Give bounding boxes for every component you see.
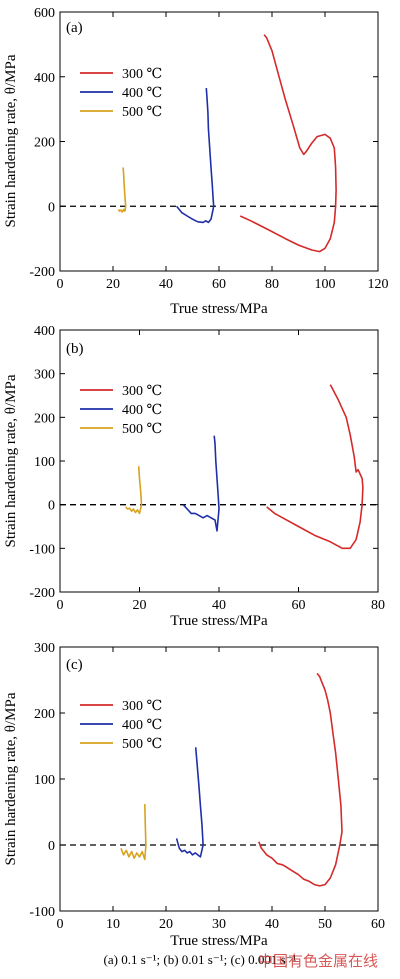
y-tick-label: -200	[29, 265, 55, 280]
plot-frame	[59, 329, 379, 593]
y-axis-label: Strain hardening rate, θ/MPa	[3, 692, 19, 865]
y-tick-label: -200	[29, 586, 55, 601]
legend-label: 300 ℃	[122, 384, 162, 399]
x-tick-label: 60	[371, 917, 385, 932]
panel-label: (c)	[66, 657, 83, 673]
legend-label: 500 ℃	[122, 422, 162, 437]
x-tick-label: 0	[57, 277, 64, 292]
series-line-2	[175, 88, 215, 224]
watermark: 中国有色金属在线	[258, 952, 379, 970]
plot-frame	[59, 11, 379, 272]
figure-caption: (a) 0.1 s⁻¹; (b) 0.01 s⁻¹; (c) 0.001 s⁻¹	[0, 952, 400, 968]
y-tick-label: 100	[34, 773, 55, 788]
x-tick-label: 60	[212, 277, 226, 292]
x-tick-label: 0	[57, 917, 64, 932]
plot-frame	[59, 646, 379, 912]
y-tick-label: 400	[34, 324, 55, 339]
x-tick-label: 50	[318, 917, 332, 932]
y-tick-label: 200	[34, 411, 55, 426]
y-tick-label: 300	[34, 368, 55, 383]
legend-label: 400 ℃	[122, 403, 162, 418]
x-axis-label: True stress/MPa	[170, 301, 268, 317]
series-line-2	[175, 747, 204, 858]
x-tick-label: 40	[212, 598, 226, 613]
legend-label: 400 ℃	[122, 86, 162, 101]
legend-label: 500 ℃	[122, 105, 162, 120]
x-tick-label: 80	[265, 277, 279, 292]
panel-label: (a)	[66, 20, 83, 36]
x-tick-label: 10	[106, 917, 120, 932]
y-axis-label: Strain hardening rate, θ/MPa	[3, 374, 19, 547]
x-tick-label: 30	[212, 917, 226, 932]
x-tick-label: 40	[265, 917, 279, 932]
y-tick-label: 200	[34, 707, 55, 722]
x-tick-label: 40	[159, 277, 173, 292]
y-axis-label: Strain hardening rate, θ/MPa	[3, 54, 19, 227]
y-tick-label: 100	[34, 455, 55, 470]
y-tick-label: 0	[48, 499, 55, 514]
x-tick-label: 100	[315, 277, 336, 292]
x-tick-label: 20	[133, 598, 147, 613]
legend-label: 500 ℃	[122, 737, 162, 752]
y-tick-label: -100	[29, 542, 55, 557]
legend-label: 300 ℃	[122, 67, 162, 82]
series-line-3	[117, 167, 127, 213]
y-tick-label: 300	[34, 641, 55, 656]
series-line-1	[266, 384, 364, 550]
series-line-3	[125, 466, 143, 515]
y-tick-label: 400	[34, 71, 55, 86]
series-line-1	[239, 34, 337, 253]
x-tick-label: 20	[106, 277, 120, 292]
y-tick-label: 200	[34, 136, 55, 151]
x-tick-label: 120	[368, 277, 389, 292]
panel-label: (b)	[66, 341, 84, 357]
series-line-3	[120, 804, 147, 861]
legend-label: 300 ℃	[122, 699, 162, 714]
x-tick-label: 0	[57, 598, 64, 613]
y-tick-label: 600	[34, 6, 55, 21]
x-tick-label: 20	[159, 917, 173, 932]
y-tick-label: -100	[29, 905, 55, 920]
series-line-2	[182, 435, 220, 532]
series-line-1	[258, 672, 343, 887]
x-axis-label: True stress/MPa	[170, 933, 268, 949]
y-tick-label: 0	[48, 200, 55, 215]
x-tick-label: 60	[292, 598, 306, 613]
y-tick-label: 0	[48, 839, 55, 854]
x-axis-label: True stress/MPa	[170, 613, 268, 629]
chart-panel-2: 0 20 40 60 80 -200 -100 0 100 200 300 400 (b) 300 ℃ 40…	[3, 324, 385, 629]
legend-label: 400 ℃	[122, 718, 162, 733]
caption-text: (a) 0.1 s⁻¹; (b) 0.01 s⁻¹; (c) 0.001 s⁻¹	[103, 952, 297, 967]
x-tick-label: 80	[371, 598, 385, 613]
